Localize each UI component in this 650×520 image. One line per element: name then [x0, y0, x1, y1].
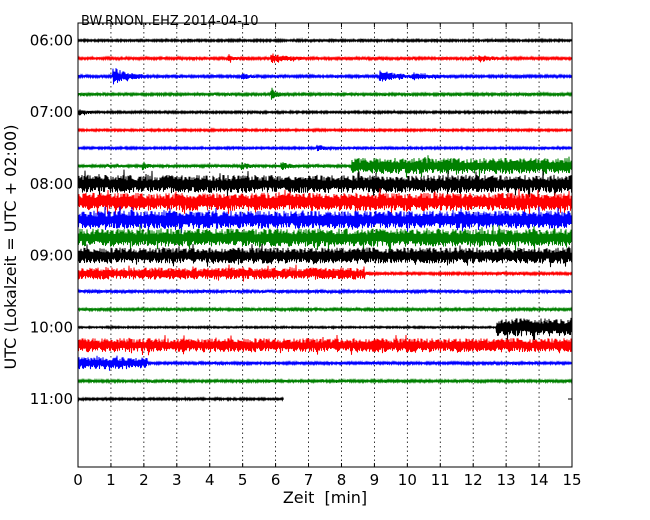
seismic-trace: [77, 306, 573, 313]
x-tick-labels: 0 1 2 3 4 5 6 7 8 9 10 11 12 13 14 15: [73, 471, 581, 489]
x-tick-label: 7: [304, 471, 314, 489]
seismic-trace: [77, 334, 573, 356]
y-tick-labels: 06:00 07:00 08:00 09:00 10:00 11:00: [30, 32, 73, 409]
seismic-trace: [77, 377, 573, 385]
seismic-trace: [77, 288, 573, 295]
x-tick-label: 9: [370, 471, 380, 489]
x-tick-label: 14: [530, 471, 549, 489]
seismic-trace: [77, 355, 573, 371]
seismic-trace: [77, 87, 573, 100]
x-tick-label: 3: [172, 471, 182, 489]
y-tick-label: 06:00: [30, 32, 73, 50]
seismic-trace: [77, 206, 573, 234]
x-tick-label: 5: [238, 471, 248, 489]
x-tick-label: 4: [205, 471, 215, 489]
seismic-trace: [77, 188, 573, 215]
y-tick-label: 11:00: [30, 390, 73, 408]
x-axis-title: Zeit [min]: [283, 488, 367, 507]
x-tick-label: 0: [73, 471, 83, 489]
seismic-trace: [77, 395, 284, 403]
y-tick-label: 09:00: [30, 247, 73, 265]
seismic-trace: [77, 53, 573, 64]
y-tick-label: 10:00: [30, 318, 73, 336]
seismic-trace: [77, 126, 573, 134]
seismic-trace: [77, 169, 573, 198]
seismic-trace: [77, 317, 573, 341]
x-tick-label: 13: [497, 471, 516, 489]
x-tick-label: 2: [139, 471, 149, 489]
plot-frame: [77, 22, 573, 468]
y-tick-label: 07:00: [30, 103, 73, 121]
seismic-trace: [77, 144, 573, 152]
y-tick-label: 08:00: [30, 175, 73, 193]
y-axis-title: UTC (Lokalzeit = UTC + 02:00): [1, 125, 20, 370]
tick-marks: [77, 23, 573, 467]
x-tick-label: 8: [337, 471, 347, 489]
seismic-trace: [77, 243, 573, 268]
x-tick-label: 11: [431, 471, 450, 489]
x-tick-label: 10: [398, 471, 417, 489]
seismic-trace: [77, 224, 573, 251]
x-tick-label: 12: [464, 471, 483, 489]
trace-layer: [77, 37, 573, 403]
seismic-trace: [77, 264, 573, 282]
x-tick-label: 15: [562, 471, 581, 489]
seismic-trace: [77, 68, 573, 85]
seismic-trace: [77, 108, 573, 116]
x-tick-label: 1: [106, 471, 116, 489]
chart-title: BW.RNON..EHZ 2014-04-10: [81, 14, 259, 29]
seismic-trace: [77, 37, 573, 44]
x-tick-label: 6: [271, 471, 281, 489]
seismic-trace: [77, 155, 573, 178]
